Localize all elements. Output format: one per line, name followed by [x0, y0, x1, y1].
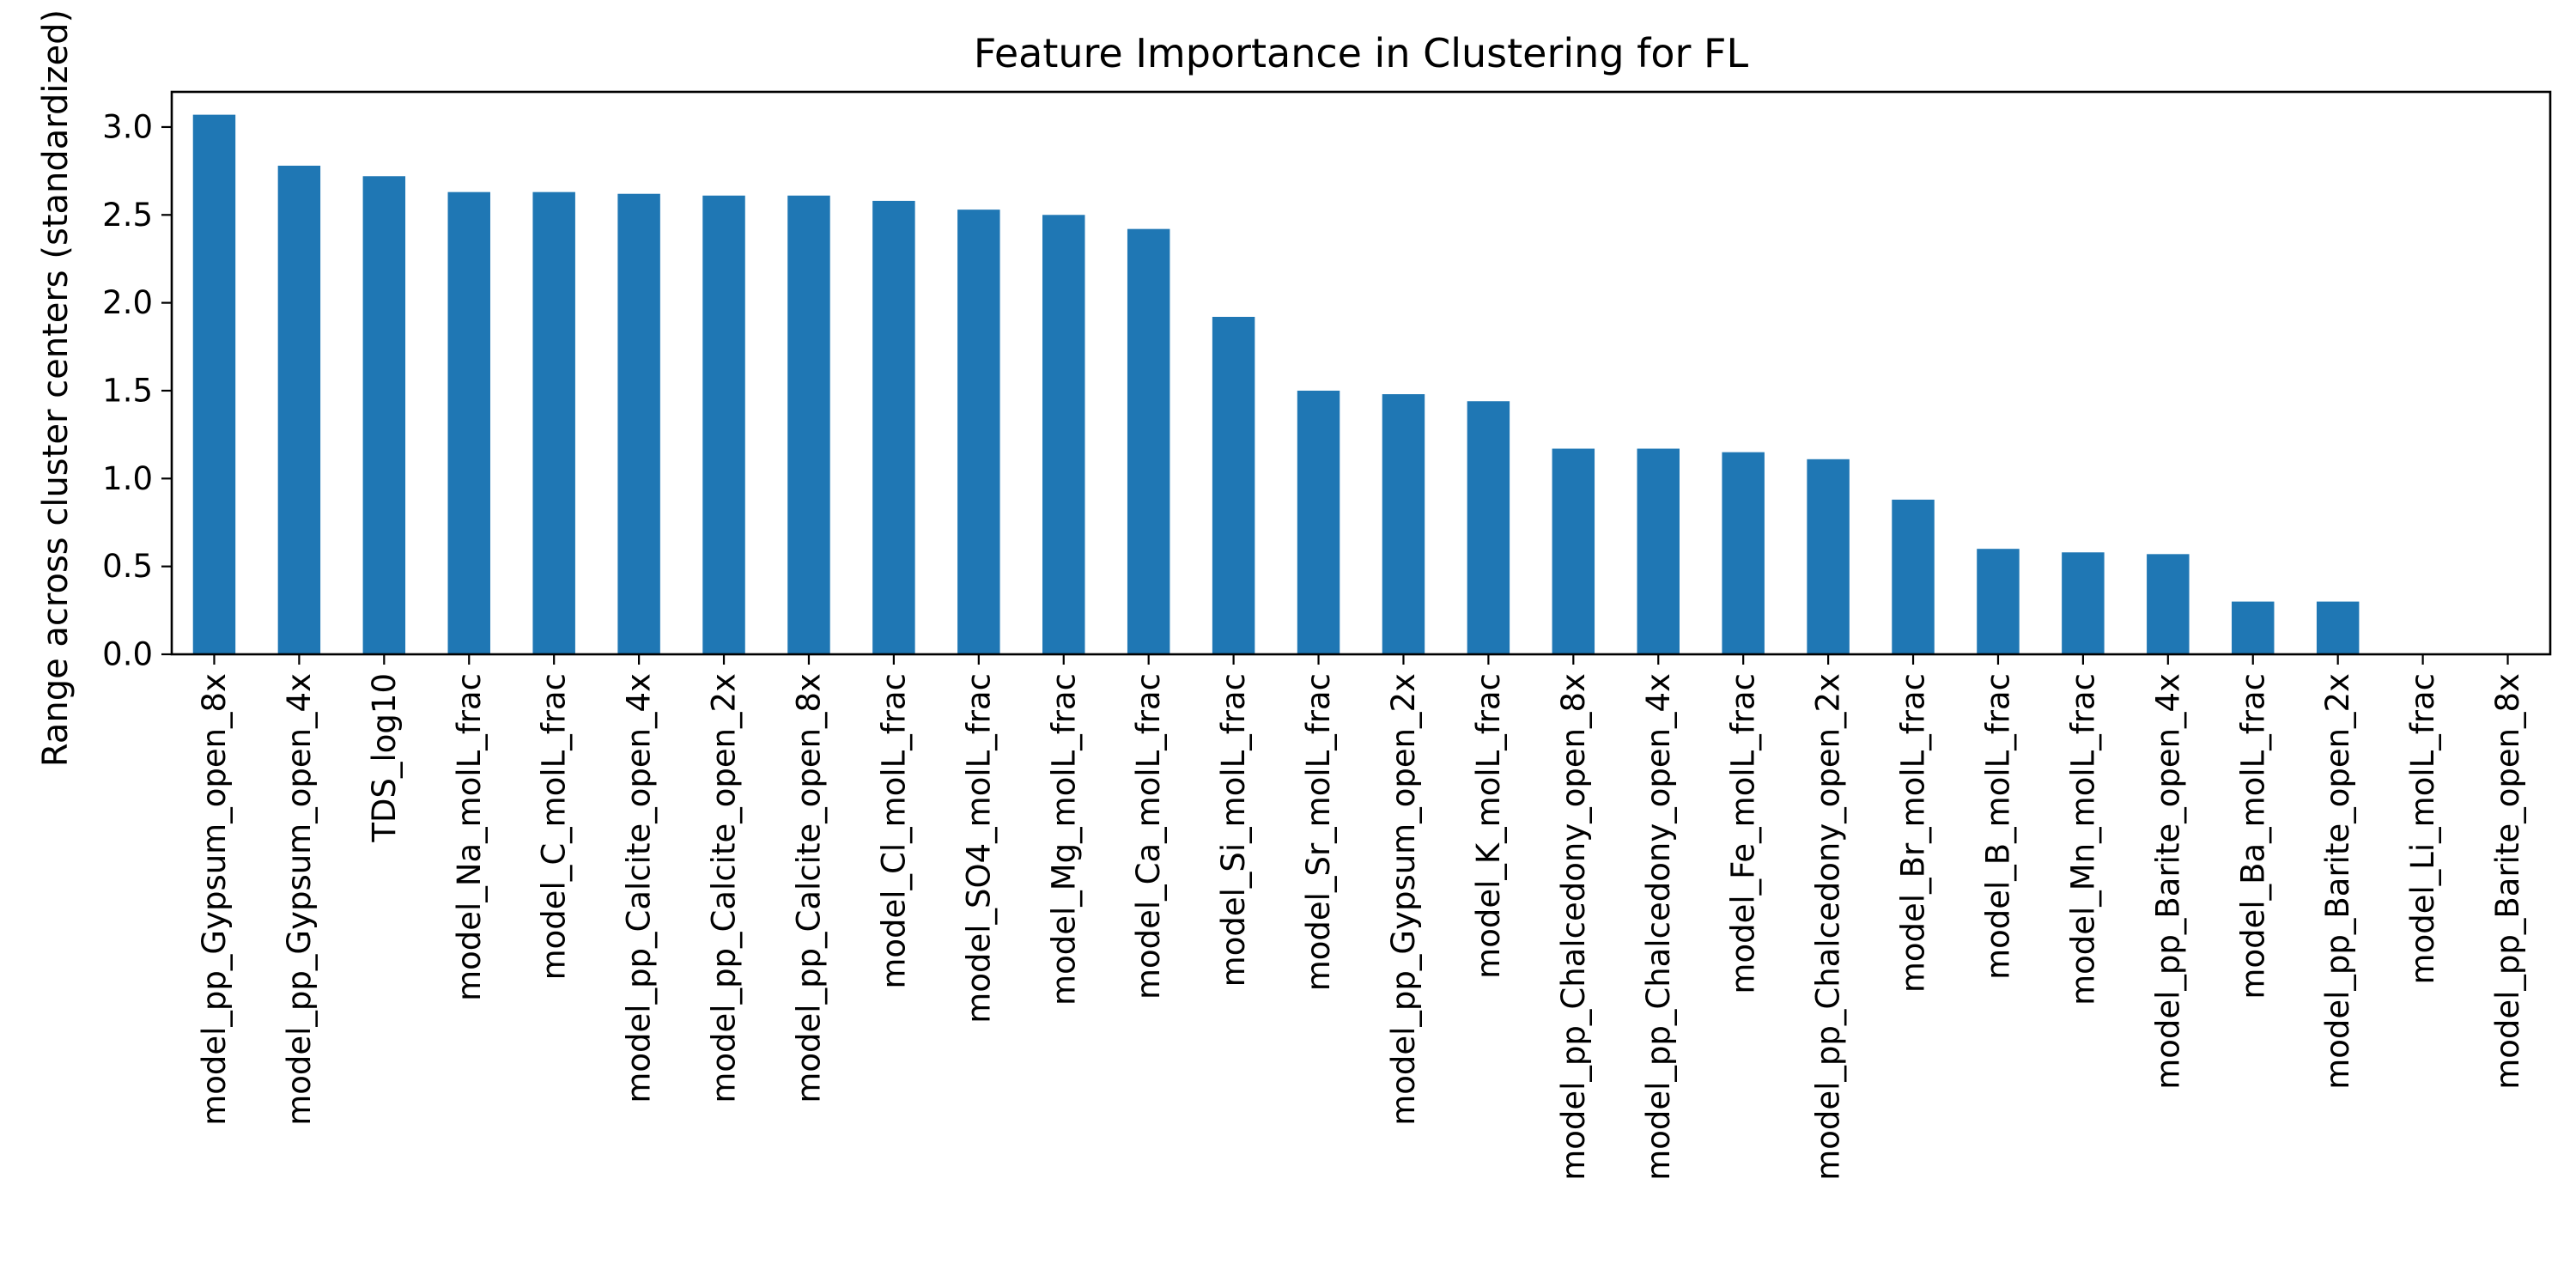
bar-model_Ca_molL_frac — [1127, 228, 1170, 654]
y-tick-label: 2.0 — [102, 284, 153, 321]
x-tick-label: model_pp_Chalcedony_open_8x — [1555, 673, 1592, 1181]
bar-model_Cl_molL_frac — [872, 200, 915, 654]
bar-model_pp_Gypsum_open_4x — [277, 165, 321, 655]
x-tick-label: model_Na_molL_frac — [451, 673, 488, 1001]
bar-model_Fe_molL_frac — [1722, 452, 1765, 654]
bar-model_Na_molL_frac — [447, 191, 490, 655]
bar-model_pp_Calcite_open_2x — [702, 195, 745, 654]
bar-model_pp_Barite_open_4x — [2147, 554, 2190, 654]
bar-model_pp_Chalcedony_open_4x — [1637, 448, 1680, 654]
bar-model_pp_Calcite_open_4x — [617, 193, 660, 655]
bar-model_pp_Gypsum_open_2x — [1382, 394, 1425, 654]
x-tick-label: model_C_molL_frac — [536, 673, 573, 980]
x-tick-label: model_Fe_molL_frac — [1725, 673, 1762, 994]
x-tick-label: model_pp_Barite_open_4x — [2149, 673, 2186, 1090]
y-tick-label: 2.5 — [102, 197, 153, 234]
x-tick-label: model_Mn_molL_frac — [2064, 673, 2101, 1005]
bar-model_pp_Chalcedony_open_2x — [1807, 459, 1850, 654]
x-tick-label: model_B_molL_frac — [1979, 673, 2016, 980]
bar-model_C_molL_frac — [532, 191, 575, 655]
x-tick-label: model_pp_Calcite_open_2x — [706, 673, 743, 1103]
bar-TDS_log10 — [362, 176, 406, 654]
x-tick-label: model_Li_molL_frac — [2404, 673, 2441, 984]
x-tick-label: model_pp_Chalcedony_open_4x — [1640, 673, 1677, 1181]
y-tick-label: 0.5 — [102, 548, 153, 585]
y-axis-title: Range across cluster centers (standardiz… — [36, 9, 76, 767]
bar-model_Mn_molL_frac — [2062, 552, 2105, 654]
y-axis: 0.0 0.5 1.0 1.5 2.0 2.5 3.0 — [102, 108, 172, 673]
x-tick-label: model_pp_Gypsum_open_8x — [196, 673, 233, 1126]
x-tick-label: model_pp_Calcite_open_4x — [621, 673, 658, 1103]
x-tick-label: model_pp_Barite_open_2x — [2319, 673, 2356, 1090]
bar-model_pp_Barite_open_2x — [2316, 601, 2360, 654]
x-axis: model_pp_Gypsum_open_8x model_pp_Gypsum_o… — [196, 654, 2526, 1181]
y-tick-label: 3.0 — [102, 108, 153, 145]
x-tick-label: model_Ca_molL_frac — [1130, 673, 1167, 999]
y-tick-label: 1.5 — [102, 372, 153, 409]
chart-title: Feature Importance in Clustering for FL — [974, 30, 1749, 76]
x-tick-label: model_Mg_molL_frac — [1045, 673, 1082, 1005]
x-tick-label: model_pp_Calcite_open_8x — [790, 673, 827, 1103]
x-tick-label: model_pp_Chalcedony_open_2x — [1810, 673, 1847, 1181]
bar-model_pp_Calcite_open_8x — [787, 195, 830, 654]
bar-model_B_molL_frac — [1977, 549, 2020, 654]
x-tick-label: model_Ba_molL_frac — [2234, 673, 2271, 999]
bar-model_Si_molL_frac — [1212, 317, 1255, 654]
x-tick-label: model_pp_Gypsum_open_4x — [281, 673, 318, 1126]
x-tick-label: model_SO4_molL_frac — [960, 673, 997, 1024]
y-tick-label: 0.0 — [102, 636, 153, 673]
bar-model_pp_Chalcedony_open_8x — [1552, 448, 1595, 654]
x-tick-label: model_K_molL_frac — [1470, 673, 1507, 979]
bars-group — [192, 114, 2360, 655]
bar-model_Mg_molL_frac — [1042, 215, 1085, 654]
bar-model_Sr_molL_frac — [1297, 390, 1340, 654]
bar-model_Br_molL_frac — [1892, 499, 1935, 655]
bar-model_pp_Gypsum_open_8x — [192, 114, 236, 655]
x-tick-label: model_Sr_molL_frac — [1300, 673, 1337, 991]
bar-model_Ba_molL_frac — [2232, 601, 2275, 654]
x-tick-label: model_pp_Barite_open_8x — [2489, 673, 2526, 1090]
x-tick-label: model_Si_molL_frac — [1215, 673, 1252, 987]
plot-frame — [170, 90, 2552, 656]
bar-model_SO4_molL_frac — [957, 210, 1000, 654]
bar-model_K_molL_frac — [1467, 401, 1510, 654]
y-tick-label: 1.0 — [102, 460, 153, 497]
x-tick-label: model_pp_Gypsum_open_2x — [1385, 673, 1422, 1126]
x-tick-label: model_Cl_molL_frac — [875, 673, 912, 989]
x-tick-label: model_Br_molL_frac — [1895, 673, 1932, 993]
x-tick-label: TDS_log10 — [366, 673, 403, 843]
